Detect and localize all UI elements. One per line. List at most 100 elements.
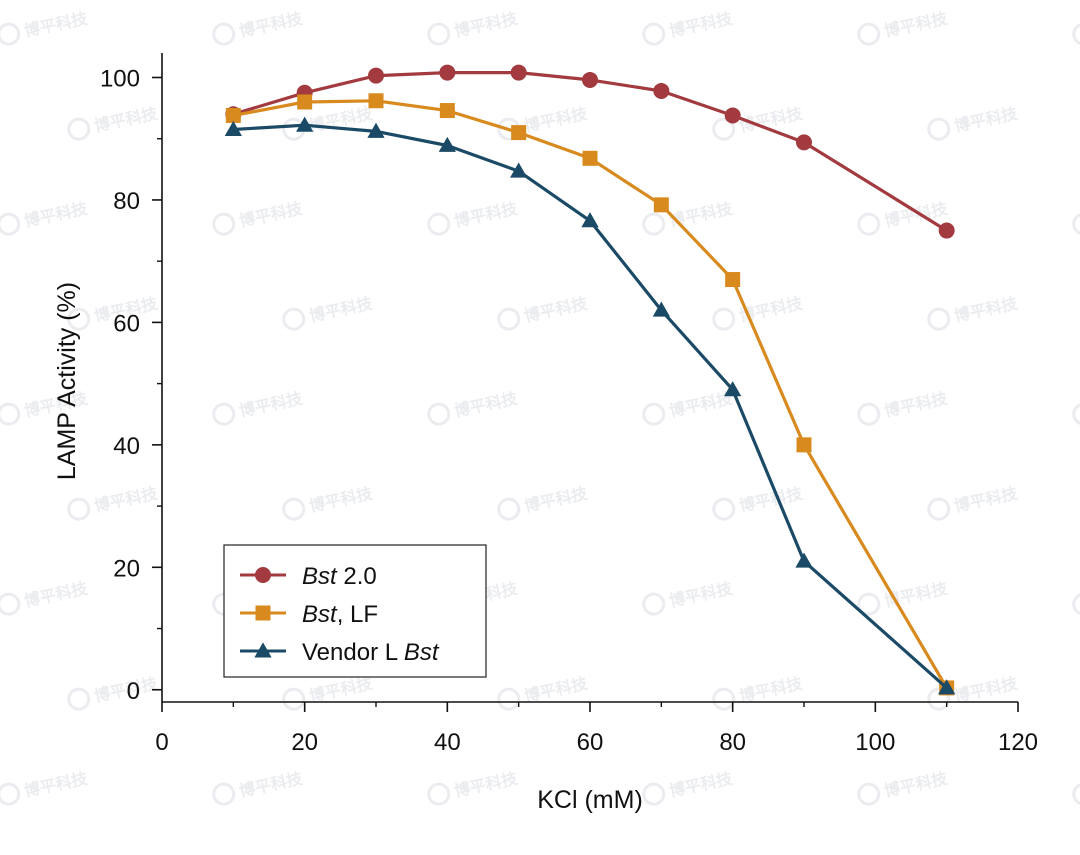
- watermark: 博平科技: [497, 483, 590, 521]
- watermark-logo-icon: [282, 497, 306, 521]
- watermark-text: 博平科技: [883, 8, 951, 40]
- series-3: [224, 116, 956, 695]
- watermark: 博平科技: [427, 388, 520, 426]
- watermark-logo-icon: [67, 117, 91, 141]
- tick-labels: 0 20 40 60 80 100 120 0 20 40 60 80 100: [100, 65, 1038, 756]
- watermark-text: 博平科技: [238, 768, 306, 800]
- watermark-text: 博平科技: [523, 673, 591, 705]
- watermark: 博平科技: [212, 768, 305, 806]
- watermark-text: 博平科技: [23, 8, 91, 40]
- watermark: 博平科技: [1072, 782, 1080, 806]
- watermark: 博平科技: [642, 8, 735, 46]
- watermark-logo-icon: [0, 212, 21, 236]
- watermark-text: 博平科技: [953, 673, 1021, 705]
- x-tick-label: 20: [291, 729, 318, 756]
- data-point: [796, 437, 812, 453]
- watermark-text: 博平科技: [953, 483, 1021, 515]
- watermark: 博平科技: [0, 8, 90, 46]
- watermark-logo-icon: [67, 687, 91, 711]
- data-point: [439, 103, 455, 119]
- watermark-logo-icon: [497, 687, 521, 711]
- watermark-logo-icon: [427, 402, 451, 426]
- legend-label-part: Bst: [404, 639, 440, 666]
- watermark: 博平科技: [427, 8, 520, 46]
- data-point: [796, 134, 812, 151]
- watermark: 博平科技: [642, 388, 735, 426]
- watermark-logo-icon: [212, 782, 236, 806]
- watermark-logo-icon: [857, 212, 881, 236]
- watermark: 博平科技: [282, 103, 375, 141]
- watermark-logo-icon: [427, 212, 451, 236]
- data-point: [511, 125, 527, 141]
- watermark: 博平科技: [282, 293, 375, 331]
- y-tick-label: 0: [127, 678, 140, 705]
- watermark-text: 博平科技: [883, 768, 951, 800]
- watermark: 博平科技: [927, 103, 1020, 141]
- watermark-logo-icon: [857, 592, 881, 616]
- watermark: 博平科技: [0, 578, 90, 616]
- data-point: [255, 605, 271, 621]
- watermark: 博平科技: [67, 673, 160, 711]
- series-layer: [224, 64, 956, 696]
- watermark: 博平科技: [642, 768, 735, 806]
- watermark-logo-icon: [427, 782, 451, 806]
- watermark: 博平科技: [927, 293, 1020, 331]
- data-point: [225, 107, 241, 123]
- watermark-logo-icon: [1072, 782, 1080, 806]
- legend-label-part: Bst: [302, 563, 338, 590]
- data-point: [653, 82, 670, 99]
- watermark-text: 博平科技: [453, 768, 521, 800]
- series-line: [232, 71, 948, 232]
- watermark: 博平科技: [497, 293, 590, 331]
- x-tick-label: 0: [155, 729, 168, 756]
- watermark-logo-icon: [857, 402, 881, 426]
- legend-label: Vendor L Bst: [302, 639, 440, 666]
- data-point: [368, 93, 384, 109]
- watermark: 博平科技: [212, 388, 305, 426]
- watermark-logo-icon: [857, 782, 881, 806]
- watermark-logo-icon: [427, 22, 451, 46]
- watermark: 博平科技: [212, 198, 305, 236]
- legend-item: Bst, LF: [240, 601, 378, 628]
- watermark-text: 博平科技: [953, 103, 1021, 135]
- watermark-logo-icon: [282, 307, 306, 331]
- watermark-text: 博平科技: [738, 293, 806, 325]
- watermark-text: 博平科技: [883, 388, 951, 420]
- data-point: [725, 272, 741, 288]
- watermark: 博平科技: [282, 483, 375, 521]
- watermark-text: 博平科技: [523, 293, 591, 325]
- data-point: [938, 679, 956, 695]
- watermark-text: 博平科技: [238, 198, 306, 230]
- data-point: [367, 122, 385, 138]
- watermark-logo-icon: [1072, 22, 1080, 46]
- data-point: [510, 162, 528, 178]
- watermark-logo-icon: [927, 497, 951, 521]
- data-point: [582, 150, 598, 166]
- watermark: 博平科技: [282, 673, 375, 711]
- data-point: [439, 64, 456, 81]
- y-tick-label: 40: [113, 433, 140, 460]
- watermark-text: 博平科技: [93, 103, 161, 135]
- watermark-logo-icon: [497, 497, 521, 521]
- y-tick-label: 60: [113, 310, 140, 337]
- y-tick-label: 20: [113, 555, 140, 582]
- watermark-logo-icon: [642, 782, 666, 806]
- watermark: 博平科技: [0, 198, 90, 236]
- watermark: 博平科技: [857, 768, 950, 806]
- watermark: 博平科技: [212, 8, 305, 46]
- data-point: [582, 71, 598, 88]
- watermark: 博平科技: [712, 293, 805, 331]
- watermark-logo-icon: [1072, 402, 1080, 426]
- watermark-text: 博平科技: [93, 483, 161, 515]
- y-tick-label: 100: [100, 65, 140, 92]
- watermark-text: 博平科技: [23, 578, 91, 610]
- watermark: 博平科技: [1072, 592, 1080, 616]
- data-point: [581, 212, 599, 228]
- legend-label-part: , LF: [337, 601, 378, 628]
- data-point: [653, 197, 669, 213]
- watermark-text: 博平科技: [738, 483, 806, 515]
- watermark: 博平科技: [67, 483, 160, 521]
- legend-label-part: Vendor L: [302, 639, 404, 666]
- legend-label: Bst 2.0: [302, 563, 377, 590]
